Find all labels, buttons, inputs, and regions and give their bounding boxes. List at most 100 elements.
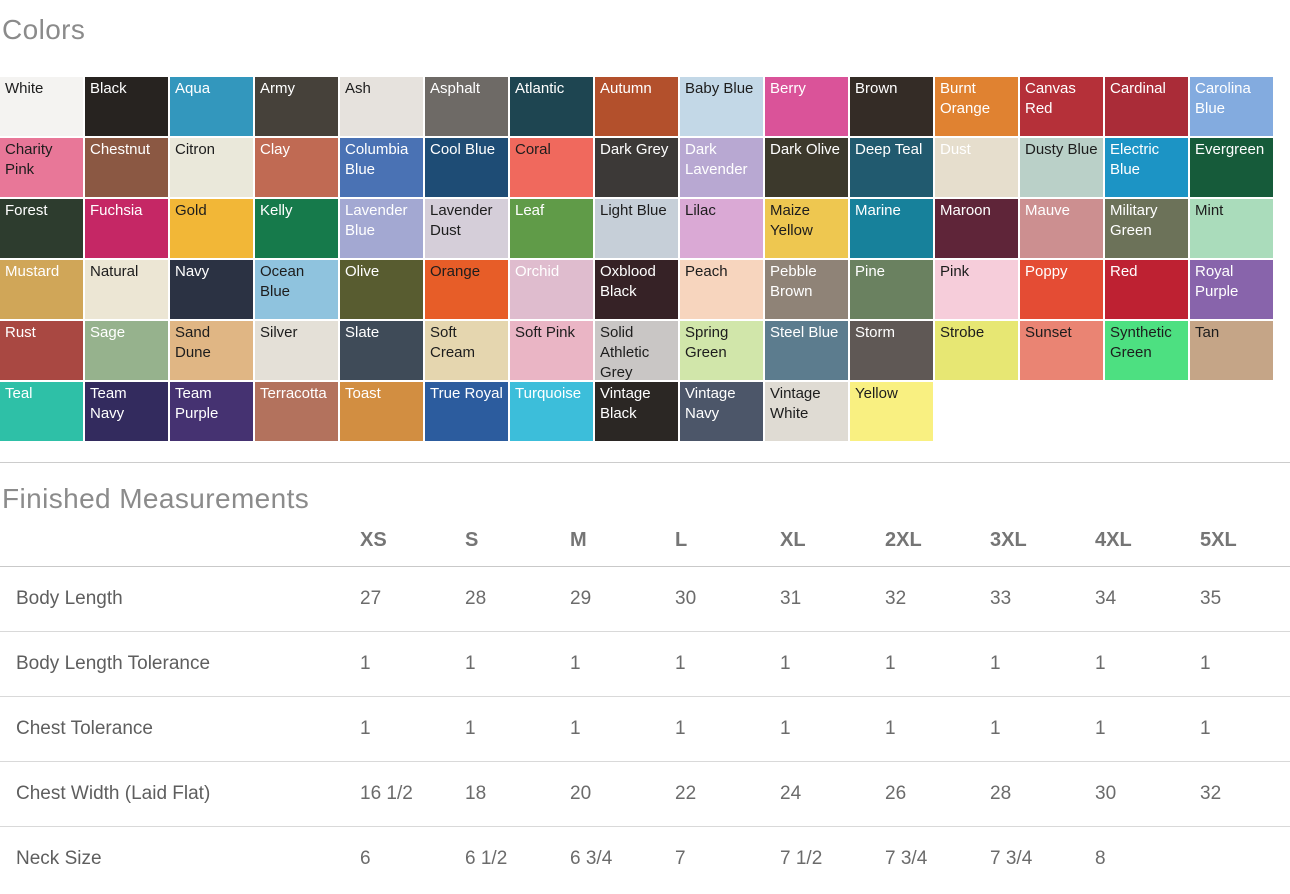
measurements-title: Finished Measurements (2, 483, 310, 514)
measurement-value: 20 (555, 761, 660, 827)
measurement-row-body-length: Body Length 27 28 29 30 31 32 33 34 35 (0, 566, 1290, 632)
measurement-value: 16 1/2 (345, 761, 450, 827)
color-swatch-atlantic: Atlantic (510, 77, 593, 136)
color-swatch-label: Dark Lavender (685, 141, 748, 178)
color-swatch-pine: Pine (850, 260, 933, 319)
color-swatch-label: Clay (260, 141, 291, 158)
color-swatch-label: Strobe (940, 324, 985, 341)
color-swatch-label: Team Navy (90, 385, 127, 422)
measurement-value: 6 3/4 (570, 848, 613, 869)
measurements-table: XS S M L XL 2XL 3XL 4XL 5XL Body Length 27 28 29 30 3… (0, 523, 1290, 891)
measurements-section: Finished Measurements XS S M L XL 2XL 3XL 4XL 5X… (0, 463, 1290, 891)
color-swatch-label: Brown (855, 80, 898, 97)
color-swatch-label: Gold (175, 202, 207, 219)
color-grid: White Black Aqua Army Ash Asphalt Atlantic Autu… (0, 77, 1290, 441)
color-swatch-label: Dark Olive (770, 141, 841, 158)
color-swatch-label: Sunset (1025, 324, 1072, 341)
size-column-header-2xl: 2XL (870, 523, 975, 567)
color-swatch-terracotta: Terracotta (255, 382, 338, 441)
measurement-value: 22 (660, 761, 765, 827)
color-swatch-berry: Berry (765, 77, 848, 136)
color-swatch-mint: Mint (1190, 199, 1273, 258)
size-column-header-s: S (450, 523, 555, 567)
color-swatch-toast: Toast (340, 382, 423, 441)
measurement-value: 18 (450, 761, 555, 827)
measurement-row-neck-size: Neck Size 6 6 1/2 6 3/4 7 7 1/2 7 3/4 7 3/4 8 (0, 827, 1290, 892)
color-swatch-label: Dark Grey (600, 141, 669, 158)
size-column-header-xs: XS (345, 523, 450, 567)
color-swatch-charity-pink: Charity Pink (0, 138, 83, 197)
color-swatch-label: Dusty Blue (1025, 141, 1098, 158)
color-swatch-label: Terracotta (260, 385, 327, 402)
measurement-value: 31 (765, 566, 870, 632)
color-swatch-label: Asphalt (430, 80, 481, 97)
color-swatch-cardinal: Cardinal (1105, 77, 1188, 136)
measurement-value: 6 (360, 848, 371, 869)
color-swatch-ash: Ash (340, 77, 423, 136)
color-swatch-canvas-red: Canvas Red (1020, 77, 1103, 136)
measurement-value: 7 1/2 (780, 848, 823, 869)
color-swatch-label: Lavender Blue (345, 202, 408, 239)
color-swatch-synthetic-green: Synthetic Green (1105, 321, 1188, 380)
color-swatch-dark-grey: Dark Grey (595, 138, 678, 197)
color-swatch-orchid: Orchid (510, 260, 593, 319)
measurement-row-label: Chest Tolerance (0, 696, 345, 762)
color-swatch-label: Lilac (685, 202, 716, 219)
color-swatch-dust: Dust (935, 138, 1018, 197)
color-swatch-label: Olive (345, 263, 380, 280)
measurement-row-label: Body Length Tolerance (0, 631, 345, 697)
color-swatch-royal-purple: Royal Purple (1190, 260, 1273, 319)
color-swatch-label: Lavender Dust (430, 202, 493, 239)
color-swatch-pebble-brown: Pebble Brown (765, 260, 848, 319)
measurement-value: 32 (870, 566, 975, 632)
color-swatch-teal: Teal (0, 382, 83, 441)
color-swatch-army: Army (255, 77, 338, 136)
color-swatch-label: Spring Green (685, 324, 729, 361)
color-swatch-label: Peach (685, 263, 728, 280)
color-swatch-label: Light Blue (600, 202, 667, 219)
color-swatch-label: Orchid (515, 263, 560, 280)
measurement-value: 1 (765, 696, 870, 762)
color-swatch-label: Canvas Red (1025, 80, 1076, 117)
measurement-value: 1 (345, 631, 450, 697)
size-column-header-4xl: 4XL (1080, 523, 1185, 567)
measurement-value: 1 (1080, 696, 1185, 762)
color-swatch-label: Autumn (600, 80, 652, 97)
color-swatch-baby-blue: Baby Blue (680, 77, 763, 136)
color-swatch-label: Natural (90, 263, 139, 280)
size-column-header-5xl: 5XL (1185, 523, 1290, 567)
measurement-row-label: Body Length (0, 566, 345, 632)
color-swatch-rust: Rust (0, 321, 83, 380)
color-swatch-label: Evergreen (1195, 141, 1265, 158)
measurement-value: 1 (555, 696, 660, 762)
measurements-corner-cell (0, 523, 345, 567)
color-swatch-maroon: Maroon (935, 199, 1018, 258)
color-swatch-label: Vintage Navy (685, 385, 736, 422)
color-swatch-navy: Navy (170, 260, 253, 319)
color-swatch-dusty-blue: Dusty Blue (1020, 138, 1103, 197)
color-swatch-lavender-blue: Lavender Blue (340, 199, 423, 258)
color-swatch-aqua: Aqua (170, 77, 253, 136)
size-column-header-3xl: 3XL (975, 523, 1080, 567)
measurement-value: 1 (660, 631, 765, 697)
color-swatch-brown: Brown (850, 77, 933, 136)
color-swatch-label: Cardinal (1110, 80, 1166, 97)
color-swatch-label: Silver (260, 324, 298, 341)
color-swatch-label: Pine (855, 263, 886, 280)
size-column-header-l: L (660, 523, 765, 567)
color-swatch-maize-yellow: Maize Yellow (765, 199, 848, 258)
measurement-value: 1 (975, 631, 1080, 697)
color-swatch-label: Vintage Black (600, 385, 651, 422)
color-swatch-citron: Citron (170, 138, 253, 197)
color-swatch-label: Turquoise (515, 385, 582, 402)
color-swatch-dark-olive: Dark Olive (765, 138, 848, 197)
color-swatch-label: Ocean Blue (260, 263, 305, 300)
color-swatch-label: Maroon (940, 202, 991, 219)
color-swatch-solid-athletic-grey: Solid Athletic Grey (595, 321, 678, 380)
measurement-value: 6 1/2 (465, 848, 508, 869)
color-swatch-red: Red (1105, 260, 1188, 319)
measurement-value: 1 (870, 696, 975, 762)
color-swatch-label: Yellow (855, 385, 898, 402)
measurement-row-chest-tolerance: Chest Tolerance 1 1 1 1 1 1 1 1 1 (0, 696, 1290, 762)
color-swatch-label: Storm (855, 324, 896, 341)
